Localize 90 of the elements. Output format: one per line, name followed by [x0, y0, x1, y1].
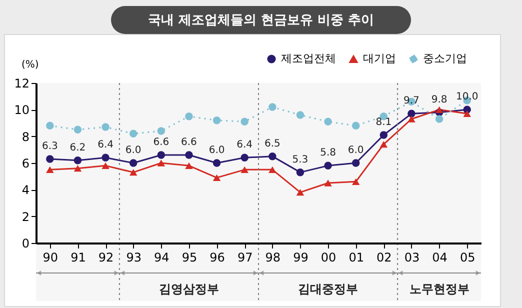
data-label: 6.4: [98, 140, 114, 151]
y-tick-label: 0: [22, 236, 30, 250]
point: [46, 155, 54, 163]
chart-title: 국내 제조업체들의 현금보유 비중 추이: [111, 6, 411, 34]
point: [129, 130, 138, 138]
point: [129, 168, 138, 176]
x-tick-label: 03: [404, 250, 420, 264]
point: [185, 162, 193, 170]
point: [240, 118, 248, 126]
point: [324, 162, 332, 170]
x-tick-label: 98: [265, 250, 281, 264]
x-tick-label: 01: [348, 250, 364, 264]
y-tick-label: 10: [14, 103, 30, 118]
point: [157, 151, 166, 159]
point: [296, 111, 304, 119]
point: [324, 118, 332, 126]
point: [435, 115, 444, 123]
x-tick-label: 92: [98, 250, 114, 264]
x-tick-label: 00: [320, 250, 336, 264]
band-label: 김대중정부: [298, 282, 358, 296]
data-label: 6.6: [153, 137, 170, 148]
legend-label: 중소기업: [423, 52, 467, 65]
x-tick-label: 96: [210, 250, 225, 264]
band-label: 노무현정부: [409, 282, 470, 296]
x-tick-label: 05: [460, 250, 476, 264]
point: [408, 110, 416, 118]
data-label: 6.2: [70, 142, 86, 154]
y-tick-label: 12: [14, 76, 30, 90]
data-label: 6.0: [125, 145, 142, 156]
x-tick-label: 94: [154, 250, 170, 264]
point: [296, 188, 304, 196]
point: [185, 112, 193, 120]
point: [157, 160, 166, 166]
point: [324, 180, 332, 186]
x-tick-label: 04: [432, 250, 448, 264]
data-label: 8.1: [376, 117, 392, 128]
data-label: 9.7: [404, 96, 420, 107]
x-tick-label: 97: [237, 250, 253, 264]
data-label: 10.0: [456, 92, 478, 103]
point: [435, 106, 444, 114]
data-label: 9.8: [431, 94, 448, 106]
point: [240, 166, 248, 174]
x-tick-label: 91: [70, 250, 86, 264]
point: [185, 151, 193, 159]
y-tick-label: 6: [22, 156, 30, 170]
point: [296, 168, 304, 176]
point: [268, 103, 276, 111]
y-axis-title: (%): [22, 60, 39, 70]
point: [46, 166, 54, 174]
x-tick-label: 95: [182, 250, 198, 264]
legend-label: 제조업전체: [281, 52, 336, 65]
y-tick-label: 8: [22, 130, 30, 144]
data-label: 6.6: [181, 137, 197, 148]
x-tick-label: 93: [126, 250, 142, 264]
data-label: 6.0: [348, 145, 364, 156]
point: [380, 140, 388, 148]
point: [352, 122, 360, 130]
point: [157, 127, 166, 135]
point: [102, 123, 110, 131]
point: [463, 110, 471, 118]
x-tick-label: 90: [42, 250, 58, 264]
point: [102, 154, 110, 162]
data-label: 5.3: [292, 154, 308, 166]
point: [129, 159, 138, 167]
point: [212, 116, 221, 124]
point: [74, 164, 82, 172]
point: [408, 116, 416, 122]
point: [268, 166, 276, 174]
data-label: 6.4: [236, 140, 253, 151]
point: [212, 159, 221, 167]
data-label: 5.8: [320, 148, 336, 159]
point: [102, 162, 110, 170]
point: [352, 159, 360, 167]
y-tick-label: 4: [22, 183, 30, 198]
point: [74, 126, 82, 134]
point: [380, 131, 388, 139]
data-label: 6.0: [208, 145, 225, 156]
data-label: 6.5: [264, 138, 280, 150]
band-label: 김영삼정부: [158, 282, 219, 296]
point: [74, 156, 82, 164]
y-tick-label: 2: [22, 210, 30, 224]
x-tick-label: 99: [293, 250, 308, 264]
point: [352, 178, 360, 186]
point: [268, 152, 276, 160]
point: [46, 122, 54, 130]
data-label: 6.3: [42, 141, 58, 152]
point: [240, 154, 248, 162]
x-tick-label: 02: [376, 250, 392, 264]
point: [212, 174, 221, 182]
legend-label: 대기업: [363, 52, 396, 66]
